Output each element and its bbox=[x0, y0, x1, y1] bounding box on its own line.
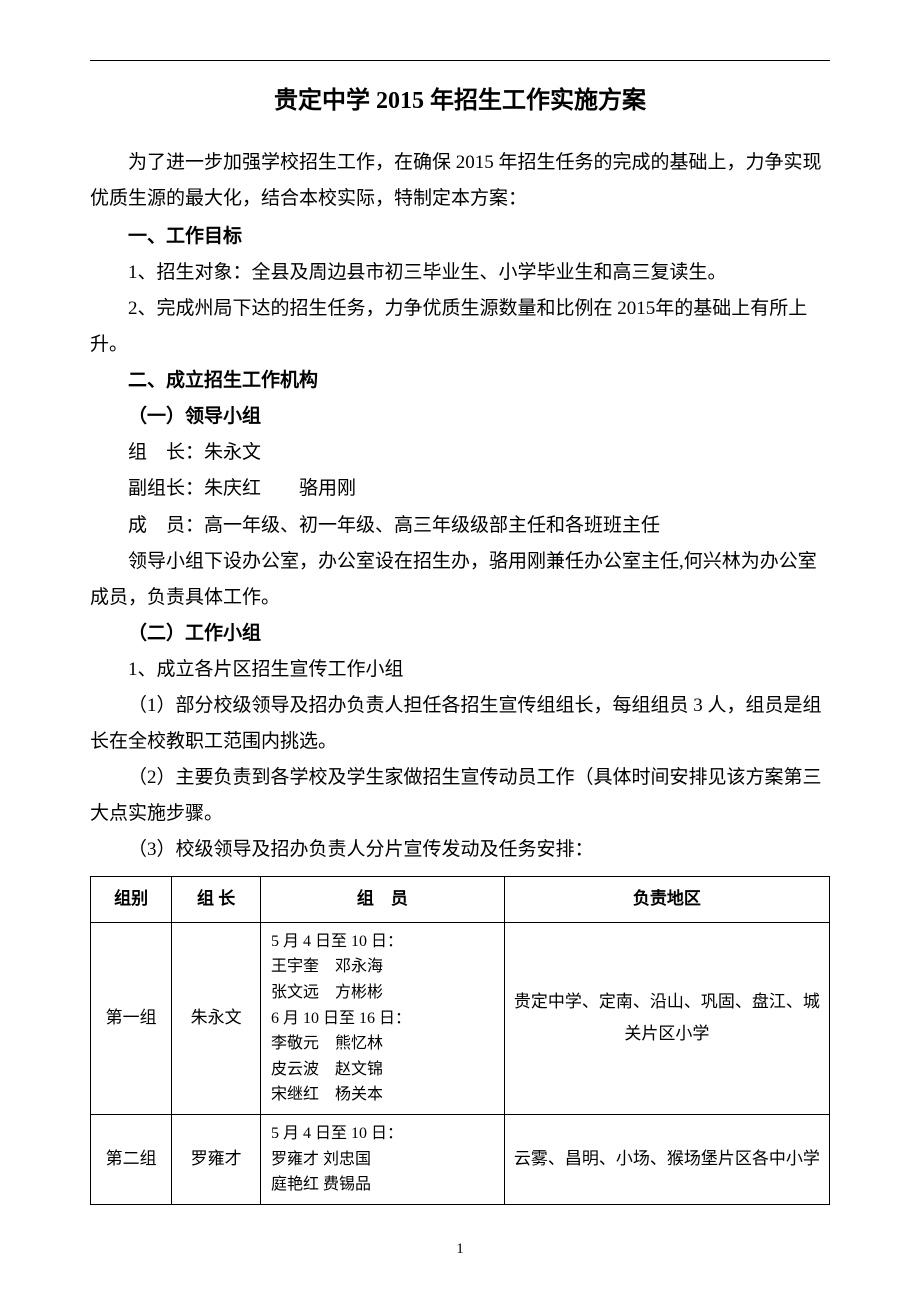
table-row: 第一组 朱永文 5 月 4 日至 10 日： 王宇奎 邓永海 张文远 方彬彬 6… bbox=[91, 922, 830, 1114]
page-number: 1 bbox=[90, 1235, 830, 1264]
cell-group: 第一组 bbox=[91, 922, 172, 1114]
sub2-p1: （1）部分校级领导及招办负责人担任各招生宣传组组长，每组组员 3 人，组员是组长… bbox=[90, 688, 830, 760]
section1-heading: 一、工作目标 bbox=[90, 219, 830, 255]
cell-members: 5 月 4 日至 10 日： 王宇奎 邓永海 张文远 方彬彬 6 月 10 日至… bbox=[260, 922, 504, 1114]
sub2-p3: （3）校级领导及招办负责人分片宣传发动及任务安排： bbox=[90, 832, 830, 868]
vice-leader-line: 副组长：朱庆红 骆用刚 bbox=[90, 471, 830, 507]
th-group: 组别 bbox=[91, 877, 172, 922]
cell-area: 云雾、昌明、小场、猴场堡片区各中小学 bbox=[504, 1114, 829, 1204]
cell-group: 第二组 bbox=[91, 1114, 172, 1204]
top-rule bbox=[90, 60, 830, 61]
cell-leader: 朱永文 bbox=[172, 922, 261, 1114]
section2-heading: 二、成立招生工作机构 bbox=[90, 363, 830, 399]
sub2-p2: （2）主要负责到各学校及学生家做招生宣传动员工作（具体时间安排见该方案第三大点实… bbox=[90, 760, 830, 832]
section1-item1: 1、招生对象：全县及周边县市初三毕业生、小学毕业生和高三复读生。 bbox=[90, 255, 830, 291]
office-line: 领导小组下设办公室，办公室设在招生办，骆用刚兼任办公室主任,何兴林为办公室成员，… bbox=[90, 544, 830, 616]
cell-leader: 罗雍才 bbox=[172, 1114, 261, 1204]
section2-sub1-heading: （一）领导小组 bbox=[90, 399, 830, 435]
cell-area: 贵定中学、定南、沿山、巩固、盘江、城关片区小学 bbox=[504, 922, 829, 1114]
cell-members: 5 月 4 日至 10 日： 罗雍才 刘忠国 庭艳红 费锡品 bbox=[260, 1114, 504, 1204]
table-header-row: 组别 组 长 组 员 负责地区 bbox=[91, 877, 830, 922]
members-line: 成 员：高一年级、初一年级、高三年级级部主任和各班班主任 bbox=[90, 508, 830, 544]
th-leader: 组 长 bbox=[172, 877, 261, 922]
sub2-item1: 1、成立各片区招生宣传工作小组 bbox=[90, 652, 830, 688]
th-area: 负责地区 bbox=[504, 877, 829, 922]
leader-line: 组 长：朱永文 bbox=[90, 435, 830, 471]
assignment-table: 组别 组 长 组 员 负责地区 第一组 朱永文 5 月 4 日至 10 日： 王… bbox=[90, 876, 830, 1204]
section1-item2: 2、完成州局下达的招生任务，力争优质生源数量和比例在 2015年的基础上有所上升… bbox=[90, 291, 830, 363]
section2-sub2-heading: （二）工作小组 bbox=[90, 616, 830, 652]
document-title: 贵定中学 2015 年招生工作实施方案 bbox=[90, 79, 830, 125]
th-members: 组 员 bbox=[260, 877, 504, 922]
intro-paragraph: 为了进一步加强学校招生工作，在确保 2015 年招生任务的完成的基础上，力争实现… bbox=[90, 145, 830, 217]
table-row: 第二组 罗雍才 5 月 4 日至 10 日： 罗雍才 刘忠国 庭艳红 费锡品 云… bbox=[91, 1114, 830, 1204]
